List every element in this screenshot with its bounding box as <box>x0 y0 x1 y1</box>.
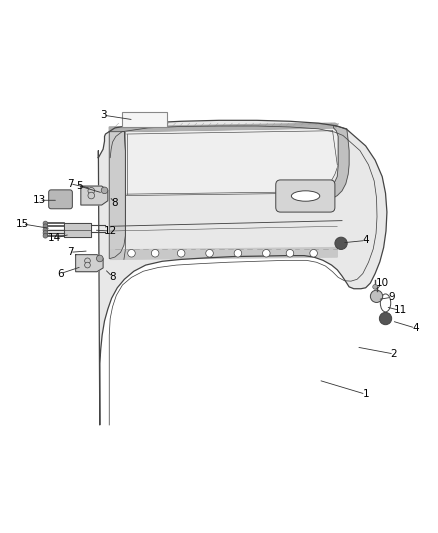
Polygon shape <box>76 255 103 272</box>
Text: 8: 8 <box>109 272 116 282</box>
Text: 4: 4 <box>412 323 419 333</box>
Text: 14: 14 <box>48 233 61 243</box>
FancyBboxPatch shape <box>276 180 335 212</box>
Text: 7: 7 <box>67 247 73 257</box>
Text: 12: 12 <box>103 226 117 236</box>
Circle shape <box>177 249 185 257</box>
Polygon shape <box>64 222 91 237</box>
Text: 11: 11 <box>394 305 407 316</box>
Circle shape <box>286 249 294 257</box>
Circle shape <box>85 258 90 264</box>
Polygon shape <box>99 120 387 425</box>
Circle shape <box>85 262 90 268</box>
FancyBboxPatch shape <box>49 190 72 209</box>
Polygon shape <box>109 132 125 259</box>
Circle shape <box>43 231 48 235</box>
Circle shape <box>43 228 48 232</box>
Text: 6: 6 <box>57 269 64 279</box>
Polygon shape <box>109 123 338 129</box>
Circle shape <box>379 312 392 325</box>
Circle shape <box>101 187 108 193</box>
Circle shape <box>373 285 378 289</box>
Text: 7: 7 <box>67 179 73 189</box>
Circle shape <box>88 188 95 194</box>
Circle shape <box>128 249 135 257</box>
Circle shape <box>43 233 48 238</box>
Circle shape <box>88 192 95 199</box>
Text: 5: 5 <box>76 181 83 191</box>
Text: 4: 4 <box>362 236 369 246</box>
Polygon shape <box>110 247 337 260</box>
Ellipse shape <box>380 294 391 312</box>
Circle shape <box>371 290 383 302</box>
Circle shape <box>96 255 103 262</box>
Text: 8: 8 <box>112 198 118 208</box>
Circle shape <box>206 249 213 257</box>
Polygon shape <box>125 128 338 196</box>
Text: 10: 10 <box>376 278 389 288</box>
Circle shape <box>43 224 48 229</box>
Text: 1: 1 <box>362 389 369 399</box>
Text: 13: 13 <box>32 195 46 205</box>
Ellipse shape <box>291 191 320 201</box>
Polygon shape <box>316 126 349 201</box>
Circle shape <box>310 249 318 257</box>
Circle shape <box>234 249 242 257</box>
Text: 2: 2 <box>391 349 397 359</box>
Circle shape <box>335 237 347 249</box>
Text: 3: 3 <box>100 110 106 120</box>
Circle shape <box>43 221 48 226</box>
Circle shape <box>262 249 270 257</box>
Polygon shape <box>81 186 108 205</box>
Polygon shape <box>109 126 336 132</box>
Text: 9: 9 <box>389 292 395 302</box>
Text: 15: 15 <box>16 219 29 229</box>
FancyBboxPatch shape <box>122 112 167 127</box>
Circle shape <box>152 249 159 257</box>
